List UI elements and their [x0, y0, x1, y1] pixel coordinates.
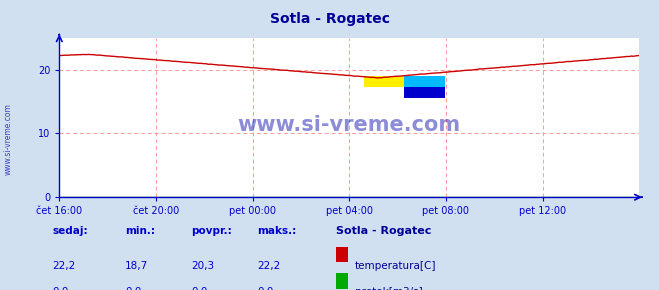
Text: sedaj:: sedaj: — [53, 226, 88, 236]
Text: 0,0: 0,0 — [257, 287, 273, 290]
Text: 0,0: 0,0 — [125, 287, 142, 290]
Text: pretok[m3/s]: pretok[m3/s] — [355, 287, 422, 290]
Text: 22,2: 22,2 — [257, 261, 280, 271]
Bar — [364, 76, 405, 87]
Text: Sotla - Rogatec: Sotla - Rogatec — [270, 12, 389, 26]
Text: 18,7: 18,7 — [125, 261, 148, 271]
Text: www.si-vreme.com: www.si-vreme.com — [238, 115, 461, 135]
Text: 0,0: 0,0 — [53, 287, 69, 290]
Text: min.:: min.: — [125, 226, 156, 236]
Text: www.si-vreme.com: www.si-vreme.com — [4, 103, 13, 175]
Text: maks.:: maks.: — [257, 226, 297, 236]
Bar — [405, 87, 445, 98]
Text: temperatura[C]: temperatura[C] — [355, 261, 436, 271]
Text: Sotla - Rogatec: Sotla - Rogatec — [336, 226, 432, 236]
Text: 20,3: 20,3 — [191, 261, 214, 271]
Text: povpr.:: povpr.: — [191, 226, 232, 236]
Text: 0,0: 0,0 — [191, 287, 208, 290]
Bar — [405, 76, 445, 87]
Text: 22,2: 22,2 — [53, 261, 76, 271]
